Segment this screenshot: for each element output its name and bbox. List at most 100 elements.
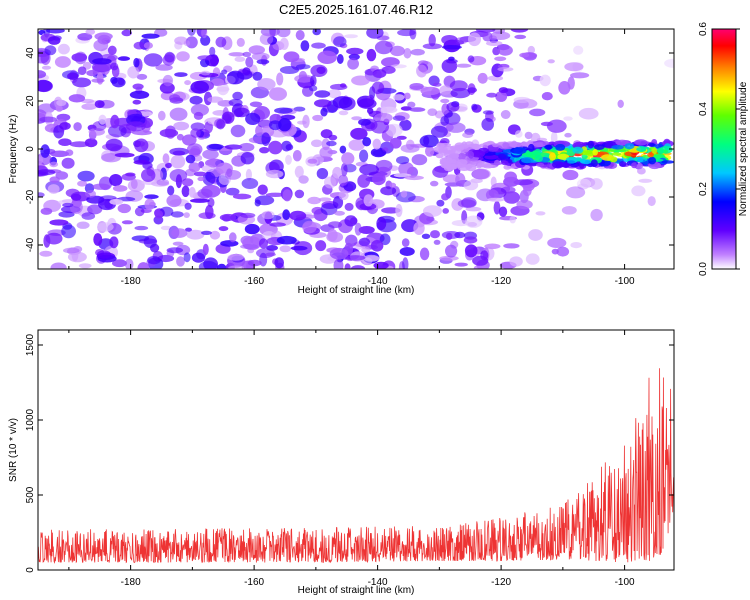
- signal-blob: [439, 160, 450, 166]
- spectrogram-panel: -180 -160 -140 -120 -100 -40 -20 0 20 40 Height o…: [8, 28, 675, 296]
- signal-blob: [542, 141, 550, 146]
- noise-blob: [486, 92, 498, 98]
- noise-blob: [482, 31, 493, 42]
- noise-blob: [425, 145, 435, 157]
- noise-blob: [201, 29, 208, 39]
- noise-blob: [423, 205, 442, 217]
- noise-blob: [200, 35, 211, 46]
- noise-blob: [58, 138, 72, 146]
- signal-blob: [436, 142, 445, 148]
- snr-series: [38, 368, 674, 564]
- noise-blob: [245, 168, 252, 181]
- noise-blob: [261, 132, 271, 146]
- noise-blob: [232, 91, 243, 101]
- noise-blob: [133, 57, 140, 68]
- noise-blob: [547, 237, 567, 248]
- noise-blob: [344, 202, 354, 211]
- noise-blob: [252, 71, 263, 81]
- noise-blob: [457, 199, 476, 208]
- noise-blob: [38, 156, 44, 165]
- noise-blob: [183, 212, 190, 219]
- noise-blob: [67, 72, 79, 80]
- noise-blob: [409, 29, 417, 40]
- noise-blob: [503, 191, 520, 204]
- noise-blob: [294, 189, 305, 199]
- noise-blob: [330, 83, 348, 91]
- noise-blob: [276, 235, 297, 245]
- signal-blob: [477, 162, 491, 168]
- snr-panel: -180 -160 -140 -120 -100 0 500 1000 1500 Height …: [8, 329, 675, 596]
- noise-blob: [202, 243, 209, 256]
- noise-blob: [439, 255, 459, 261]
- noise-blob: [77, 180, 88, 187]
- noise-blob: [320, 203, 338, 216]
- noise-blob: [86, 70, 98, 77]
- noise-blob: [245, 112, 261, 125]
- noise-blob: [176, 51, 190, 62]
- signal-blob: [619, 161, 627, 167]
- noise-blob: [441, 193, 450, 201]
- signal-blob: [492, 143, 499, 148]
- signal-blob: [610, 156, 618, 163]
- noise-blob: [166, 247, 183, 254]
- signal-blob: [587, 140, 595, 149]
- noise-blob: [165, 125, 176, 139]
- noise-blob: [43, 234, 51, 248]
- noise-blob: [276, 72, 284, 86]
- signal-blob: [484, 154, 499, 160]
- noise-blob: [144, 198, 155, 211]
- noise-blob: [420, 86, 440, 96]
- noise-blob: [93, 39, 109, 52]
- noise-blob: [162, 74, 174, 87]
- y-tick-label: 40: [25, 47, 36, 59]
- signal-blob: [466, 163, 473, 169]
- noise-blob: [112, 259, 127, 268]
- noise-blob: [617, 99, 624, 108]
- noise-blob: [308, 85, 318, 92]
- x-tick-label: -160: [244, 276, 264, 287]
- y-tick-label: 500: [25, 486, 36, 503]
- colorbar-label: Normalized spectral amplitude: [738, 81, 749, 216]
- noise-blob: [254, 199, 261, 207]
- noise-blob: [92, 183, 111, 190]
- noise-blob: [173, 121, 190, 131]
- signal-blob: [471, 143, 480, 150]
- noise-blob: [482, 110, 494, 115]
- noise-blob: [184, 202, 192, 210]
- noise-blob: [357, 174, 371, 188]
- noise-blob: [63, 247, 80, 254]
- noise-blob: [162, 153, 170, 164]
- noise-blob: [529, 108, 546, 117]
- noise-blob: [156, 179, 170, 186]
- noise-blob: [57, 43, 70, 55]
- noise-blob: [358, 237, 370, 247]
- noise-blob: [314, 99, 332, 108]
- noise-blob: [91, 78, 105, 83]
- noise-blob: [464, 215, 483, 228]
- noise-blob: [320, 107, 328, 117]
- noise-blob: [40, 144, 50, 158]
- noise-blob: [513, 96, 531, 104]
- noise-blob: [183, 40, 190, 47]
- noise-blob: [312, 114, 324, 122]
- noise-blob: [276, 29, 291, 38]
- noise-blob: [197, 55, 213, 61]
- noise-blob: [274, 107, 293, 114]
- noise-blob: [319, 146, 333, 159]
- noise-blob: [540, 121, 553, 127]
- noise-blob: [39, 116, 58, 123]
- noise-blob: [468, 32, 481, 47]
- noise-blob: [411, 154, 428, 166]
- noise-blob: [49, 219, 69, 226]
- noise-blob: [216, 119, 226, 130]
- noise-blob: [379, 233, 391, 246]
- signal-blob: [508, 141, 523, 148]
- noise-blob: [279, 245, 292, 253]
- noise-blob: [539, 74, 551, 87]
- noise-blob: [307, 196, 322, 205]
- noise-blob: [372, 149, 387, 157]
- signal-blob: [503, 164, 512, 170]
- noise-blob: [40, 207, 53, 215]
- noise-blob: [247, 259, 262, 267]
- noise-blob: [302, 114, 310, 129]
